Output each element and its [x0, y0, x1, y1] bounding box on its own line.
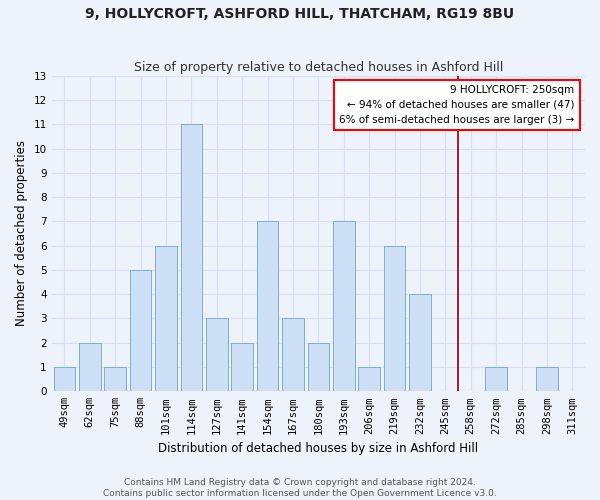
Bar [130, 270, 151, 392]
X-axis label: Distribution of detached houses by size in Ashford Hill: Distribution of detached houses by size … [158, 442, 478, 455]
Bar [206, 318, 227, 392]
Text: 9, HOLLYCROFT, ASHFORD HILL, THATCHAM, RG19 8BU: 9, HOLLYCROFT, ASHFORD HILL, THATCHAM, R… [85, 8, 515, 22]
Bar [257, 222, 278, 392]
Bar [358, 367, 380, 392]
Bar [282, 318, 304, 392]
Bar [232, 342, 253, 392]
Bar [155, 246, 177, 392]
Bar [333, 222, 355, 392]
Bar [384, 246, 406, 392]
Text: 9 HOLLYCROFT: 250sqm
← 94% of detached houses are smaller (47)
6% of semi-detach: 9 HOLLYCROFT: 250sqm ← 94% of detached h… [339, 85, 574, 124]
Bar [53, 367, 75, 392]
Bar [181, 124, 202, 392]
Bar [104, 367, 126, 392]
Bar [536, 367, 557, 392]
Bar [79, 342, 101, 392]
Y-axis label: Number of detached properties: Number of detached properties [15, 140, 28, 326]
Bar [485, 367, 507, 392]
Bar [308, 342, 329, 392]
Text: Contains HM Land Registry data © Crown copyright and database right 2024.
Contai: Contains HM Land Registry data © Crown c… [103, 478, 497, 498]
Bar [409, 294, 431, 392]
Title: Size of property relative to detached houses in Ashford Hill: Size of property relative to detached ho… [134, 62, 503, 74]
